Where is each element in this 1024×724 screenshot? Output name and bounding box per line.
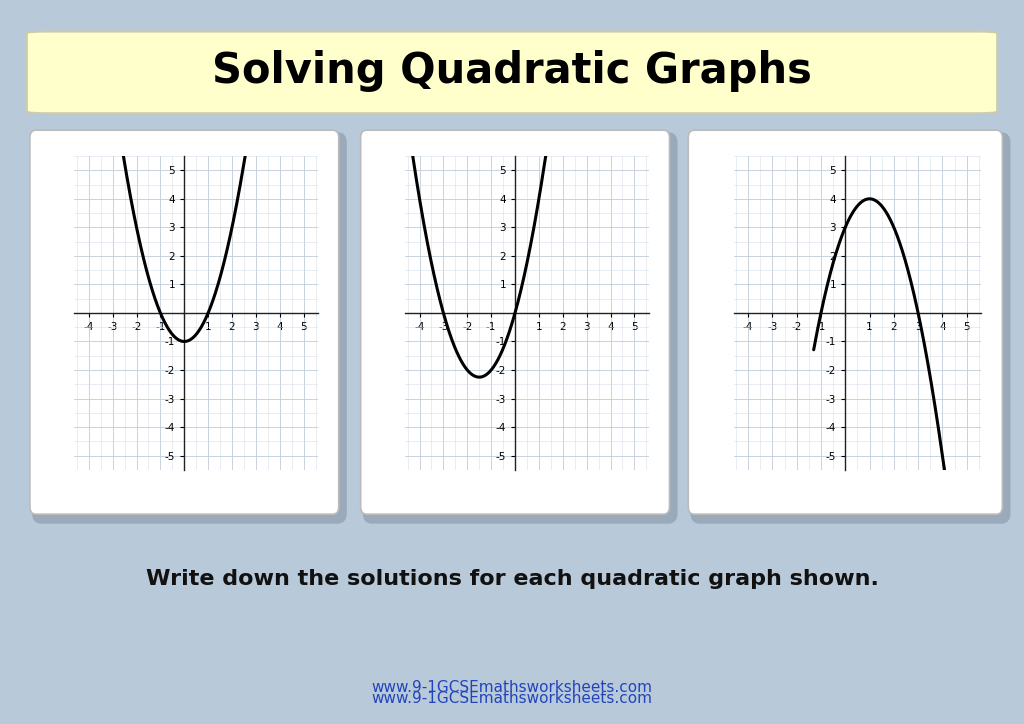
FancyBboxPatch shape [27, 32, 997, 113]
FancyBboxPatch shape [360, 130, 670, 514]
FancyBboxPatch shape [362, 132, 678, 523]
Text: Write down the solutions for each quadratic graph shown.: Write down the solutions for each quadra… [145, 569, 879, 589]
Text: www.9-1GCSEmathsworksheets.com: www.9-1GCSEmathsworksheets.com [372, 691, 652, 707]
FancyBboxPatch shape [688, 130, 1002, 514]
FancyBboxPatch shape [32, 132, 347, 523]
Text: www.9-1GCSEmathsworksheets.com: www.9-1GCSEmathsworksheets.com [372, 681, 652, 695]
FancyBboxPatch shape [690, 132, 1011, 523]
FancyBboxPatch shape [30, 130, 339, 514]
Text: Solving Quadratic Graphs: Solving Quadratic Graphs [212, 50, 812, 92]
